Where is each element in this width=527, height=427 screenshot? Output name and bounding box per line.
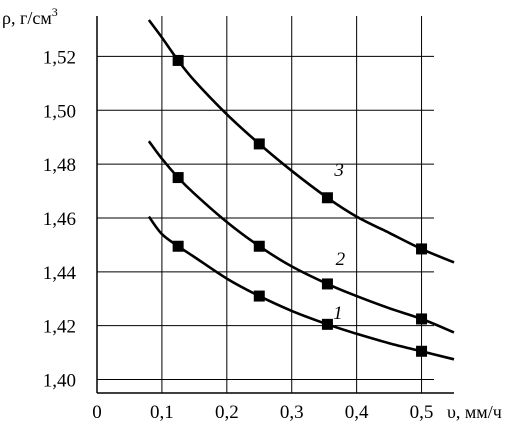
- x-tick-label: 0,5: [410, 402, 434, 423]
- data-point-series-1: [253, 290, 265, 302]
- x-tick-label: 0,2: [215, 402, 239, 423]
- data-point-series-2: [253, 240, 265, 252]
- data-point-series-1: [172, 240, 184, 252]
- y-tick-label: 1,40: [43, 371, 76, 392]
- data-point-series-3: [321, 192, 333, 204]
- data-point-series-2: [321, 278, 333, 290]
- curve-label-3: 3: [333, 160, 344, 181]
- curve-layer: [147, 19, 455, 361]
- curve-label-layer: 1 2 3: [333, 160, 346, 324]
- data-point-series-1: [416, 345, 428, 357]
- data-point-series-2: [172, 172, 184, 184]
- series-line-2: [147, 140, 455, 334]
- data-point-series-2: [416, 313, 428, 325]
- y-tick-label: 1,52: [43, 47, 76, 68]
- grid-layer: [97, 16, 434, 393]
- data-point-series-1: [321, 318, 333, 330]
- axis-layer: [96, 16, 454, 394]
- y-tick-label: 1,48: [43, 155, 76, 176]
- tick-layer: 0 0,1 0,2 0,3 0,4 0,5 1,40 1,42 1,44 1,46 1,48 1,50…: [43, 47, 434, 423]
- marker-layer: [172, 54, 428, 357]
- x-axis-label: υ, мм/ч: [447, 402, 502, 422]
- x-tick-label: 0,3: [280, 402, 304, 423]
- data-point-series-3: [416, 243, 428, 255]
- y-tick-label: 1,46: [43, 209, 76, 230]
- y-axis-label: ρ, г/см3: [2, 5, 58, 28]
- curve-label-1: 1: [333, 303, 343, 324]
- data-point-series-3: [172, 54, 184, 66]
- x-tick-label: 0,1: [150, 402, 174, 423]
- y-tick-label: 1,50: [43, 101, 76, 122]
- curve-label-2: 2: [336, 249, 346, 270]
- x-tick-label: 0: [92, 402, 102, 423]
- data-point-series-3: [253, 138, 265, 150]
- y-tick-label: 1,42: [43, 317, 76, 338]
- x-tick-label: 0,4: [345, 402, 369, 423]
- series-line-1: [147, 215, 455, 361]
- y-tick-label: 1,44: [43, 263, 77, 284]
